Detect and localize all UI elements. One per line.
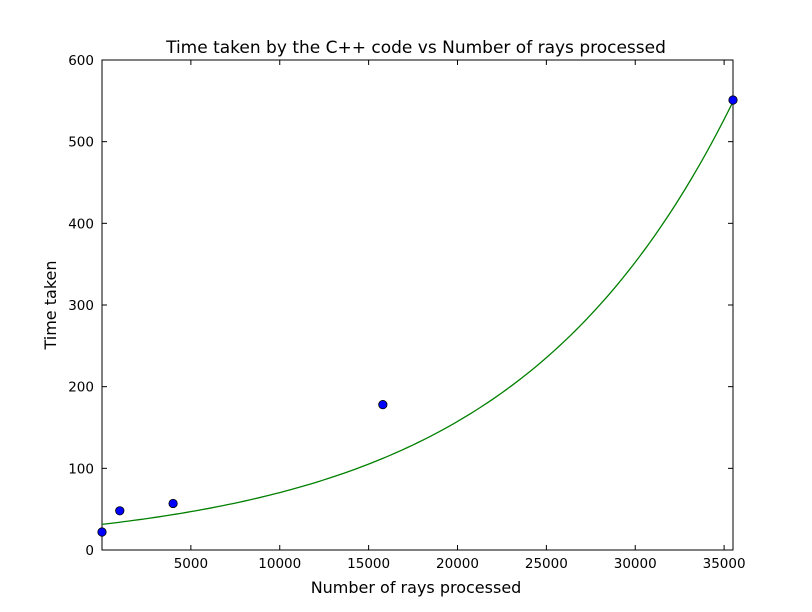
y-tick-label: 200	[68, 380, 94, 396]
y-tick-label: 0	[85, 543, 94, 559]
fit-curve	[101, 101, 734, 526]
x-axis-ticks: 5000 10000 15000 20000 25000 30000 35000	[174, 60, 746, 572]
x-tick-label: 30000	[614, 556, 657, 572]
y-tick-label: 300	[68, 298, 94, 314]
x-axis-label: Number of rays processed	[311, 578, 522, 597]
y-tick-label: 500	[68, 135, 94, 151]
chart-title: Time taken by the C++ code vs Number of …	[165, 38, 666, 58]
y-tick-label: 600	[68, 53, 94, 69]
y-axis-ticks: 0 100 200 300 400 500 600	[68, 53, 733, 559]
data-point	[97, 527, 107, 537]
series-layer	[97, 95, 738, 537]
data-point	[168, 498, 178, 509]
y-tick-label: 400	[68, 216, 94, 232]
y-tick-label: 100	[68, 461, 94, 477]
y-axis-label: Time taken	[41, 261, 60, 351]
x-tick-label: 25000	[525, 556, 568, 572]
x-tick-label: 15000	[347, 556, 390, 572]
x-tick-label: 10000	[258, 556, 301, 572]
data-point	[115, 506, 125, 516]
plot-area: 5000 10000 15000 20000 25000 30000 35000 0 100 2…	[68, 53, 745, 572]
data-point	[728, 95, 738, 105]
x-tick-label: 5000	[174, 556, 208, 572]
x-tick-label: 20000	[436, 556, 479, 572]
x-tick-label: 35000	[703, 556, 746, 572]
plot-frame	[101, 59, 734, 551]
data-point	[378, 400, 388, 410]
